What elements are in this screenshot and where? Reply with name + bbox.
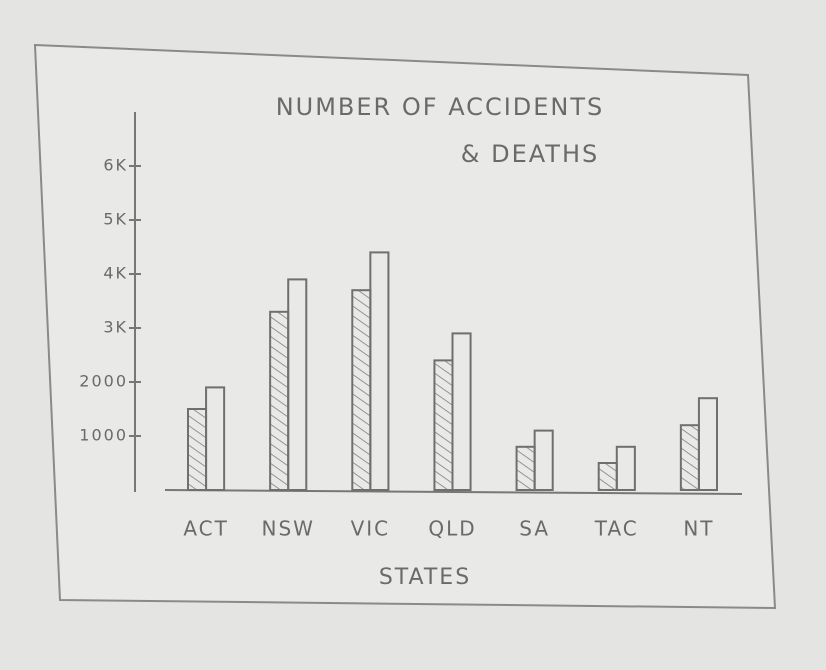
bar <box>597 462 618 491</box>
bar <box>697 397 719 492</box>
bar <box>369 251 390 491</box>
y-tick-label: 1000 <box>79 426 128 445</box>
x-axis-label: STATES <box>379 565 471 590</box>
y-tick-label: 4K <box>103 264 128 283</box>
x-tick-label: TAC <box>594 517 639 541</box>
bar <box>451 332 472 491</box>
chart-title: NUMBER OF ACCIDENTS <box>276 93 605 121</box>
y-tick-label: 6K <box>103 156 128 175</box>
x-tick-label: ACT <box>183 517 229 541</box>
bar <box>515 445 536 491</box>
bar <box>187 408 208 491</box>
bar <box>615 445 636 491</box>
x-tick-label: SA <box>519 517 550 541</box>
bar <box>269 310 290 491</box>
bar <box>679 424 700 492</box>
y-tick-label: 2000 <box>79 372 128 391</box>
bar <box>433 359 454 491</box>
x-tick-label: QLD <box>428 517 476 541</box>
x-axis <box>164 489 743 495</box>
x-tick-label: VIC <box>351 517 391 541</box>
frame <box>33 43 777 610</box>
bar <box>287 278 308 491</box>
bar <box>205 386 226 491</box>
bar <box>351 289 372 492</box>
y-tick-label: 5K <box>103 210 128 229</box>
bar <box>533 429 554 492</box>
x-tick-label: NSW <box>261 517 314 541</box>
chart-subtitle: & DEATHS <box>461 140 599 168</box>
y-tick-label: 3K <box>103 318 128 337</box>
x-tick-label: NT <box>683 517 714 541</box>
